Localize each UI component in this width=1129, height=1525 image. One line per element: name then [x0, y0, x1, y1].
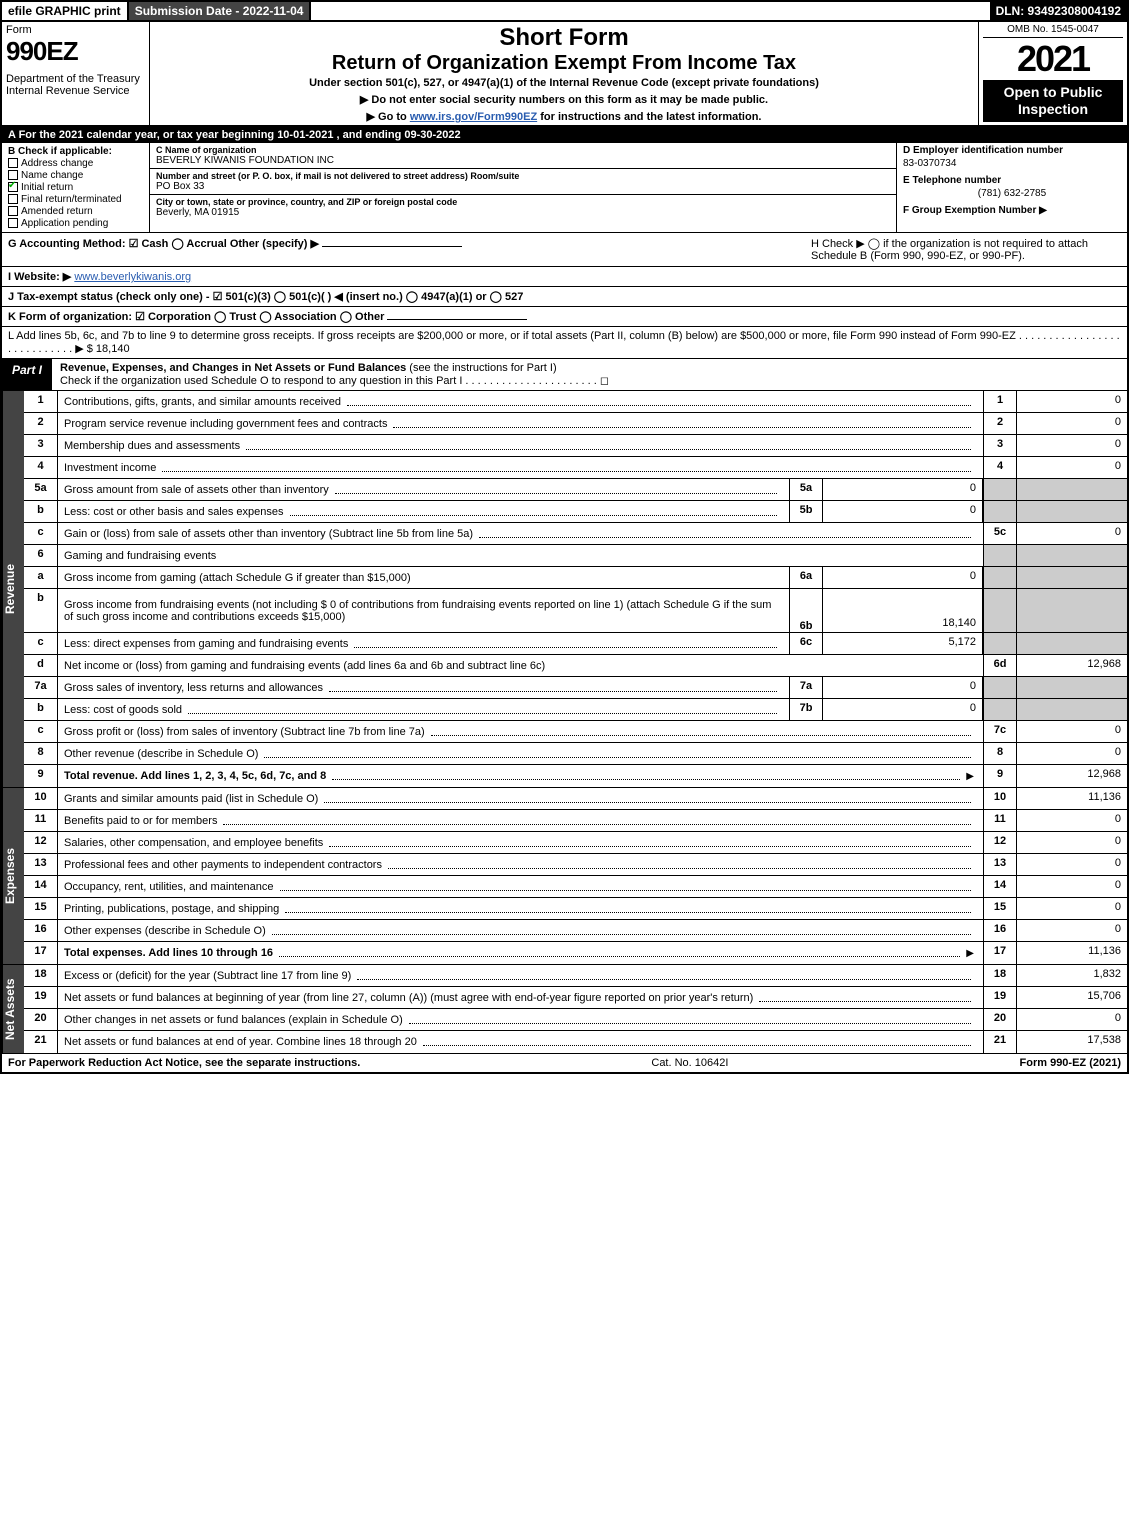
- col-b: B Check if applicable: Address change Na…: [2, 143, 150, 232]
- org-addr: PO Box 33: [156, 181, 890, 192]
- line-13: 13Professional fees and other payments t…: [24, 854, 1127, 876]
- efile-label[interactable]: efile GRAPHIC print: [2, 2, 129, 20]
- chk-name-change[interactable]: Name change: [8, 170, 143, 181]
- line-h: H Check ▶ ◯ if the organization is not r…: [811, 237, 1121, 262]
- omb-number: OMB No. 1545-0047: [983, 24, 1123, 38]
- col-d: D Employer identification number 83-0370…: [897, 143, 1127, 232]
- line-6c: c Less: direct expenses from gaming and …: [24, 633, 1127, 655]
- part-1-header: Part I Revenue, Expenses, and Changes in…: [0, 359, 1129, 391]
- line-6: 6 Gaming and fundraising events: [24, 545, 1127, 567]
- header-subtitle-2b: ▶ Go to www.irs.gov/Form990EZ for instru…: [154, 110, 974, 123]
- org-addr-cell: Number and street (or P. O. box, if mail…: [150, 169, 896, 195]
- form-header: Form 990EZ Department of the Treasury In…: [0, 20, 1129, 127]
- line-16: 16Other expenses (describe in Schedule O…: [24, 920, 1127, 942]
- line-3: 3 Membership dues and assessments 3 0: [24, 435, 1127, 457]
- org-city-label: City or town, state or province, country…: [156, 197, 890, 207]
- line-17: 17Total expenses. Add lines 10 through 1…: [24, 942, 1127, 964]
- line-14: 14Occupancy, rent, utilities, and mainte…: [24, 876, 1127, 898]
- chk-address-change[interactable]: Address change: [8, 158, 143, 169]
- line-4: 4 Investment income 4 0: [24, 457, 1127, 479]
- org-addr-label: Number and street (or P. O. box, if mail…: [156, 171, 890, 181]
- line-a: A For the 2021 calendar year, or tax yea…: [0, 127, 1129, 143]
- line-5c: c Gain or (loss) from sale of assets oth…: [24, 523, 1127, 545]
- line-2: 2 Program service revenue including gove…: [24, 413, 1127, 435]
- header-mid: Short Form Return of Organization Exempt…: [150, 22, 979, 125]
- org-name-label: C Name of organization: [156, 145, 890, 155]
- line-15: 15Printing, publications, postage, and s…: [24, 898, 1127, 920]
- line-21: 21Net assets or fund balances at end of …: [24, 1031, 1127, 1053]
- line-5a: 5a Gross amount from sale of assets othe…: [24, 479, 1127, 501]
- org-city: Beverly, MA 01915: [156, 207, 890, 218]
- website-link[interactable]: www.beverlykiwanis.org: [74, 271, 191, 283]
- line-i: I Website: ▶ www.beverlykiwanis.org: [0, 267, 1129, 287]
- short-form-title: Short Form: [154, 24, 974, 52]
- chk-final-return[interactable]: Final return/terminated: [8, 194, 143, 205]
- side-tab-expenses: Expenses: [2, 788, 24, 964]
- line-19: 19Net assets or fund balances at beginni…: [24, 987, 1127, 1009]
- page-footer: For Paperwork Reduction Act Notice, see …: [0, 1054, 1129, 1074]
- line-6b: b Gross income from fundraising events (…: [24, 589, 1127, 633]
- chk-initial-return[interactable]: Initial return: [8, 182, 143, 193]
- footer-left: For Paperwork Reduction Act Notice, see …: [8, 1057, 360, 1069]
- line-j: J Tax-exempt status (check only one) - ☑…: [0, 287, 1129, 307]
- net-assets-section: Net Assets 18Excess or (deficit) for the…: [0, 965, 1129, 1054]
- footer-cat-no: Cat. No. 10642I: [651, 1057, 728, 1069]
- form-word: Form: [6, 24, 145, 36]
- topbar: efile GRAPHIC print Submission Date - 20…: [0, 0, 1129, 20]
- row-gh: G Accounting Method: ☑ Cash ◯ Accrual Ot…: [0, 233, 1129, 267]
- expenses-section: Expenses 10Grants and similar amounts pa…: [0, 788, 1129, 965]
- line-12: 12Salaries, other compensation, and empl…: [24, 832, 1127, 854]
- header-subtitle-2a: ▶ Do not enter social security numbers o…: [154, 93, 974, 106]
- side-tab-revenue: Revenue: [2, 391, 24, 787]
- ein-value: 83-0370734: [903, 158, 1121, 169]
- org-name: BEVERLY KIWANIS FOUNDATION INC: [156, 155, 890, 166]
- department-label: Department of the Treasury Internal Reve…: [6, 73, 145, 97]
- line-7a: 7a Gross sales of inventory, less return…: [24, 677, 1127, 699]
- part-1-title: Revenue, Expenses, and Changes in Net As…: [52, 359, 1127, 390]
- open-to-public-inspection: Open to Public Inspection: [983, 80, 1123, 122]
- org-city-cell: City or town, state or province, country…: [150, 195, 896, 220]
- line-11: 11Benefits paid to or for members110: [24, 810, 1127, 832]
- part-1-check-line: Check if the organization used Schedule …: [60, 375, 609, 387]
- line-1: 1 Contributions, gifts, grants, and simi…: [24, 391, 1127, 413]
- line-20: 20Other changes in net assets or fund ba…: [24, 1009, 1127, 1031]
- line-i-lead: I Website: ▶: [8, 271, 71, 283]
- tax-year: 2021: [983, 38, 1123, 80]
- col-c: C Name of organization BEVERLY KIWANIS F…: [150, 143, 897, 232]
- line-l: L Add lines 5b, 6c, and 7b to line 9 to …: [0, 327, 1129, 359]
- line-6a: a Gross income from gaming (attach Sched…: [24, 567, 1127, 589]
- chk-amended-return[interactable]: Amended return: [8, 206, 143, 217]
- footer-form-rev: Form 990-EZ (2021): [1020, 1057, 1121, 1069]
- col-b-header: B Check if applicable:: [8, 146, 143, 157]
- block-bcd: B Check if applicable: Address change Na…: [0, 143, 1129, 233]
- org-name-cell: C Name of organization BEVERLY KIWANIS F…: [150, 143, 896, 169]
- line-8: 8 Other revenue (describe in Schedule O)…: [24, 743, 1127, 765]
- header-left: Form 990EZ Department of the Treasury In…: [2, 22, 150, 125]
- line-18: 18Excess or (deficit) for the year (Subt…: [24, 965, 1127, 987]
- line-g: G Accounting Method: ☑ Cash ◯ Accrual Ot…: [8, 237, 791, 262]
- line-6d: d Net income or (loss) from gaming and f…: [24, 655, 1127, 677]
- submission-date: Submission Date - 2022-11-04: [129, 2, 312, 20]
- irs-link[interactable]: www.irs.gov/Form990EZ: [410, 111, 537, 123]
- header-right: OMB No. 1545-0047 2021 Open to Public In…: [979, 22, 1127, 125]
- side-tab-net-assets: Net Assets: [2, 965, 24, 1053]
- chk-application-pending[interactable]: Application pending: [8, 218, 143, 229]
- line-5b: b Less: cost or other basis and sales ex…: [24, 501, 1127, 523]
- ein-label: D Employer identification number: [903, 145, 1121, 156]
- group-exemption-label: F Group Exemption Number ▶: [903, 205, 1121, 216]
- form-number: 990EZ: [6, 36, 145, 67]
- return-title: Return of Organization Exempt From Incom…: [154, 52, 974, 75]
- line-7b: b Less: cost of goods sold 7b 0: [24, 699, 1127, 721]
- dln-label: DLN: 93492308004192: [990, 2, 1127, 20]
- revenue-section: Revenue 1 Contributions, gifts, grants, …: [0, 391, 1129, 788]
- telephone-label: E Telephone number: [903, 175, 1121, 186]
- line-7c: c Gross profit or (loss) from sales of i…: [24, 721, 1127, 743]
- line-9: 9 Total revenue. Add lines 1, 2, 3, 4, 5…: [24, 765, 1127, 787]
- line-k: K Form of organization: ☑ Corporation ◯ …: [0, 307, 1129, 327]
- part-1-label: Part I: [2, 359, 52, 390]
- line-10: 10Grants and similar amounts paid (list …: [24, 788, 1127, 810]
- header-subtitle-1: Under section 501(c), 527, or 4947(a)(1)…: [154, 77, 974, 89]
- telephone-value: (781) 632-2785: [903, 188, 1121, 199]
